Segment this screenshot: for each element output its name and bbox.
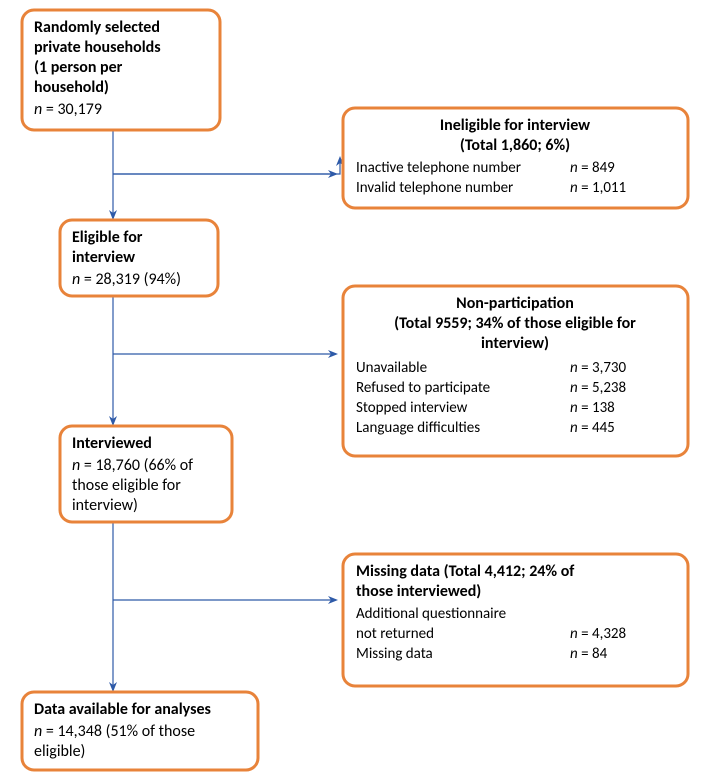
node-data-available: Data available for analyses n = 14,348 (… bbox=[22, 692, 258, 770]
n3-n: n = 18,760 (66% of bbox=[72, 456, 193, 475]
s2-row3-label: Language difficulties bbox=[356, 419, 480, 437]
s3-row1-n: n = 84 bbox=[570, 645, 608, 663]
n2-n: n = 28,319 (94%) bbox=[72, 270, 181, 289]
s2-row2-n: n = 138 bbox=[570, 399, 615, 417]
arrows bbox=[113, 130, 340, 690]
n1-title-l3: (1 person per bbox=[34, 58, 123, 77]
s3-row0-label-l2: not returned bbox=[356, 625, 434, 643]
n2-title-l2: interview bbox=[72, 248, 135, 267]
s2-row0-label: Unavailable bbox=[356, 359, 427, 377]
s2-row1-label: Refused to participate bbox=[356, 379, 490, 397]
s3-title-l1: Missing data (Total 4,412; 24% of bbox=[356, 562, 575, 581]
node-interviewed: Interviewed n = 18,760 (66% of those eli… bbox=[60, 426, 232, 522]
n3-l3: those eligible for bbox=[72, 476, 181, 495]
s1-subtitle: (Total 1,860; 6%) bbox=[460, 136, 570, 155]
s3-row0-label-l1: Additional questionnaire bbox=[356, 605, 506, 623]
node-ineligible: Ineligible for interview (Total 1,860; 6… bbox=[343, 108, 688, 208]
n4-n: n = 14,348 (51% of those bbox=[34, 722, 195, 741]
node-missing-data: Missing data (Total 4,412; 24% of those … bbox=[343, 554, 688, 686]
s1-row1-n: n = 1,011 bbox=[570, 179, 626, 197]
node-randomly-selected: Randomly selected private households (1 … bbox=[22, 10, 220, 130]
s3-row1-label: Missing data bbox=[356, 645, 433, 663]
n3-l4: interview) bbox=[72, 496, 138, 515]
s2-subtitle-l2: interview) bbox=[481, 334, 549, 353]
s2-subtitle-l1: (Total 9559; 34% of those eligible for bbox=[394, 314, 636, 333]
s1-row1-label: Invalid telephone number bbox=[356, 179, 513, 197]
s3-title-l2: those interviewed) bbox=[356, 582, 481, 601]
s2-title: Non-participation bbox=[456, 294, 574, 313]
s1-row0-n: n = 849 bbox=[570, 159, 615, 177]
n1-n: n = 30,179 bbox=[34, 100, 102, 119]
n2-title-l1: Eligible for bbox=[72, 228, 143, 247]
s2-row1-n: n = 5,238 bbox=[570, 379, 626, 397]
node-nonparticipation: Non-participation (Total 9559; 34% of th… bbox=[343, 286, 688, 456]
node-eligible: Eligible for interview n = 28,319 (94%) bbox=[60, 220, 218, 296]
n1-title-l1: Randomly selected bbox=[34, 18, 160, 37]
s1-row0-label: Inactive telephone number bbox=[356, 159, 521, 177]
flowchart: Randomly selected private households (1 … bbox=[0, 0, 713, 782]
s2-row0-n: n = 3,730 bbox=[570, 359, 627, 377]
n4-title-l1: Data available for analyses bbox=[34, 700, 211, 719]
s2-row2-label: Stopped interview bbox=[356, 399, 468, 417]
s3-row0-n: n = 4,328 bbox=[570, 625, 626, 643]
n1-title-l4: household) bbox=[34, 78, 109, 97]
n3-title-l1: Interviewed bbox=[72, 434, 152, 453]
n4-l3: eligible) bbox=[34, 742, 85, 761]
s1-title: Ineligible for interview bbox=[440, 116, 590, 135]
s2-row3-n: n = 445 bbox=[570, 419, 615, 437]
n1-title-l2: private households bbox=[34, 38, 161, 57]
